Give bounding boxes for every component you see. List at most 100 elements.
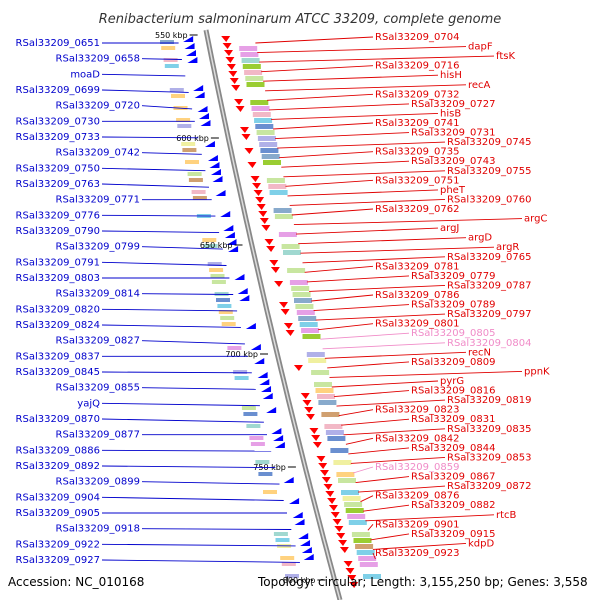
left-gene-label: RSal33209_0824 [16, 320, 100, 331]
gene-block [176, 118, 191, 122]
gene-block [301, 328, 320, 333]
right-label-line [283, 170, 446, 178]
right-gene-label: RSal33209_0704 [375, 32, 459, 43]
right-label-line [263, 74, 439, 82]
forward-gene-arrow [207, 155, 218, 161]
genome-backbone [203, 29, 343, 600]
gene-block [314, 382, 332, 387]
left-label-line [101, 214, 216, 217]
gene-block [318, 400, 337, 405]
right-label-line [265, 84, 467, 92]
forward-gene-arrow [261, 386, 272, 392]
right-label-line [300, 246, 495, 254]
left-gene-label: RSal33209_0845 [16, 367, 100, 378]
reverse-gene-arrow [309, 428, 319, 434]
left-gene-label: RSal33209_0730 [16, 116, 100, 127]
right-gene-label: RSal33209_0751 [375, 175, 459, 186]
right-gene-label: RSal33209_0923 [375, 548, 459, 559]
gene-block [217, 304, 232, 308]
right-gene-label: recA [468, 80, 491, 91]
reverse-gene-arrow [225, 57, 235, 63]
right-gene-label: RSal33209_0789 [411, 300, 495, 311]
reverse-gene-arrow [274, 281, 284, 287]
gene-block [363, 574, 381, 579]
right-label-line [311, 294, 374, 302]
reverse-gene-arrow [264, 239, 274, 245]
reverse-gene-arrow [259, 218, 269, 224]
forward-gene-arrow [200, 120, 211, 126]
forward-gene-arrow [204, 141, 215, 147]
reverse-gene-arrow [221, 36, 231, 42]
right-label-line [338, 409, 374, 417]
gene-block [181, 142, 196, 146]
gene-block [246, 82, 265, 87]
forward-gene-arrow [298, 533, 309, 539]
forward-gene-arrow [262, 393, 273, 399]
reverse-gene-arrow [229, 78, 239, 84]
forward-gene-arrow [212, 176, 223, 182]
gene-block [209, 268, 224, 272]
gene-block [243, 412, 258, 416]
reverse-gene-arrow [339, 547, 349, 553]
reverse-gene-arrow [266, 246, 276, 252]
right-label-line [353, 466, 374, 474]
gene-block [192, 196, 207, 200]
kbp-marker-label: 650 kbp [200, 241, 233, 250]
gene-block [358, 556, 377, 561]
gene-block [241, 58, 260, 63]
right-gene-label: RSal33209_0805 [411, 328, 495, 339]
forward-strand-arrows [183, 36, 314, 560]
gene-block [169, 88, 184, 92]
left-label-lines [101, 42, 300, 563]
reverse-gene-arrow [256, 204, 266, 210]
gene-block [239, 46, 258, 51]
reverse-gene-arrow [270, 267, 280, 273]
right-label-line [324, 351, 467, 359]
right-label-line [261, 65, 374, 73]
reverse-gene-arrow [305, 414, 315, 420]
gene-block [185, 160, 199, 164]
right-label-line [255, 36, 374, 44]
reverse-gene-arrow [223, 50, 233, 56]
gene-block [311, 370, 330, 375]
right-gene-label: rtcB [496, 510, 517, 521]
left-gene-label: yajQ [77, 398, 100, 409]
right-label-line [281, 160, 410, 168]
left-gene-label: RSal33209_0870 [16, 414, 100, 425]
reverse-gene-arrow [338, 540, 348, 546]
reverse-gene-arrow [334, 526, 344, 532]
right-label-line [279, 151, 374, 159]
reverse-gene-arrow [222, 43, 232, 49]
reverse-gene-arrow [312, 442, 322, 448]
gene-block [336, 472, 355, 477]
right-gene-label: dapF [468, 42, 493, 53]
gene-block [274, 214, 293, 219]
reverse-gene-arrow [241, 134, 251, 140]
right-gene-label: RSal33209_0760 [447, 194, 531, 205]
gene-block [302, 334, 321, 339]
gene-block [251, 106, 270, 111]
gene-block [258, 472, 273, 476]
left-gene-label: RSal33209_0855 [56, 383, 140, 394]
reverse-gene-arrow [311, 435, 321, 441]
reverse-gene-arrow [283, 323, 293, 329]
right-label-line [365, 514, 495, 522]
forward-gene-arrow [250, 344, 261, 350]
gene-block [257, 136, 276, 141]
forward-gene-arrow [228, 246, 239, 252]
reverse-gene-arrow [280, 309, 290, 315]
forward-gene-arrow [197, 106, 208, 112]
gene-block [191, 190, 206, 194]
forward-gene-arrow [224, 232, 235, 238]
left-gene-label: RSal33209_0877 [56, 430, 140, 441]
right-label-line [350, 456, 446, 464]
gene-block [245, 76, 264, 81]
gene-block [177, 124, 192, 128]
gene-block [242, 64, 261, 69]
left-label-line [141, 105, 193, 110]
forward-gene-arrow [303, 554, 314, 560]
right-gene-label: RSal33209_0727 [411, 99, 495, 110]
left-label-line [141, 340, 245, 345]
left-label-line [141, 246, 223, 250]
reverse-gene-arrow [253, 190, 263, 196]
